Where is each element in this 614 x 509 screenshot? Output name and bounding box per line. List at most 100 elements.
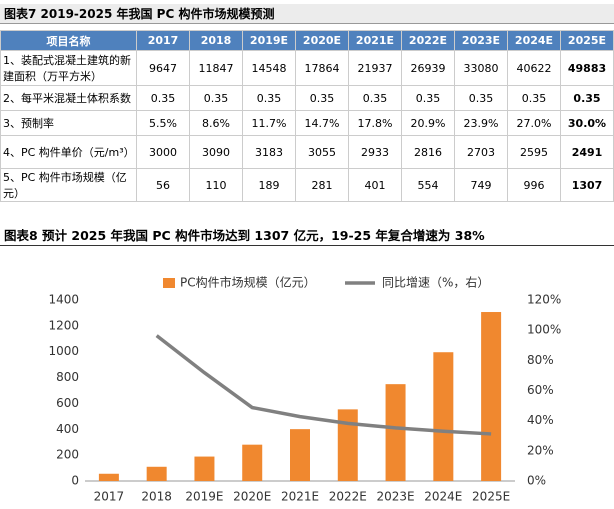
table-cell: 0.35 (136, 85, 190, 111)
table-cell: 2017 (136, 30, 190, 51)
x-tick-label: 2018 (141, 490, 172, 504)
table-row: 5、PC 构件市场规模（亿元） 56 110 189 281 401 554 749 996 13… (0, 168, 614, 202)
bar (146, 466, 167, 481)
table-cell: 1、装配式混凝土建筑的新建面积（万平方米） (0, 50, 137, 86)
y2-tick-label: 20% (527, 443, 554, 457)
table-cell: 2816 (401, 135, 455, 169)
x-tick-label: 2024E (424, 490, 462, 504)
y-tick-label: 200 (56, 448, 79, 462)
bar (194, 456, 215, 481)
table-cell: 996 (507, 168, 561, 202)
x-tick-label: 2025E (472, 490, 510, 504)
table-cell: 2703 (454, 135, 508, 169)
bar (385, 384, 406, 481)
table-cell: 401 (348, 168, 402, 202)
x-tick-label: 2020E (233, 490, 271, 504)
y2-tick-label: 120% (527, 293, 561, 307)
bar (433, 352, 454, 481)
y-tick-label: 1000 (48, 344, 79, 358)
table-cell: 281 (295, 168, 349, 202)
table-cell: 2018 (189, 30, 243, 51)
table-row: 2、每平米混凝土体积系数 0.35 0.35 0.35 0.35 0.35 0.35 0.35… (0, 85, 614, 111)
table-cell: 2025E (560, 30, 614, 51)
legend-swatch (163, 278, 175, 288)
bar (481, 312, 502, 481)
chart-title: 图表8 预计 2025 年我国 PC 构件市场达到 1307 亿元，19-25 … (0, 226, 614, 246)
bar (290, 429, 310, 481)
y-tick-label: 600 (56, 396, 79, 410)
line (155, 334, 492, 436)
table-cell: 14548 (242, 50, 296, 86)
y2-tick-label: 100% (527, 323, 561, 337)
legend-label: 同比增速（%，右） (382, 275, 489, 290)
table-cell: 749 (454, 168, 508, 202)
table-cell: 11847 (189, 50, 243, 86)
table-cell: 4、PC 构件单价（元/m³） (0, 135, 137, 169)
table-cell: 27.0% (507, 110, 561, 136)
y2-tick-label: 0% (527, 474, 546, 488)
x-tick-label: 2021E (281, 490, 319, 504)
table-cell: 0.35 (401, 85, 455, 111)
x-tick-label: 2019E (185, 490, 223, 504)
table-cell: 0.35 (295, 85, 349, 111)
table-cell: 2933 (348, 135, 402, 169)
data-table: 项目名称 2017 2018 2019E 2020E 2021E 2022E 2023E 202… (0, 30, 614, 202)
table-cell: 3、预制率 (0, 110, 137, 136)
table-cell: 0.35 (242, 85, 296, 111)
bar (337, 409, 358, 481)
x-tick-label: 2023E (376, 490, 414, 504)
table-cell: 40622 (507, 50, 561, 86)
table-cell: 17.8% (348, 110, 402, 136)
table-cell: 33080 (454, 50, 508, 86)
table-cell: 2491 (560, 135, 614, 169)
table-cell: 2020E (295, 30, 349, 51)
table-cell: 2595 (507, 135, 561, 169)
table-cell: 23.9% (454, 110, 508, 136)
y-tick-label: 800 (56, 370, 79, 384)
table-cell: 0.35 (348, 85, 402, 111)
table-cell: 110 (189, 168, 243, 202)
table-cell: 3000 (136, 135, 190, 169)
table-cell: 8.6% (189, 110, 243, 136)
table-cell: 项目名称 (0, 30, 137, 51)
table-cell: 11.7% (242, 110, 296, 136)
bar (98, 473, 119, 481)
table-cell: 0.35 (454, 85, 508, 111)
table-row: 3、预制率 5.5% 8.6% 11.7% 14.7% 17.8% 20.9% 23.9% 27… (0, 110, 614, 136)
table-row: 4、PC 构件单价（元/m³） 3000 3090 3183 3055 2933 2816 2… (0, 135, 614, 169)
table-title: 图表7 2019-2025 年我国 PC 构件市场规模预测 (0, 4, 614, 24)
table-cell: 3183 (242, 135, 296, 169)
y2-tick-label: 60% (527, 383, 554, 397)
y-tick-label: 1200 (48, 318, 79, 332)
table-cell: 2024E (507, 30, 561, 51)
table-cell: 2023E (454, 30, 508, 51)
table-cell: 2、每平米混凝土体积系数 (0, 85, 137, 111)
table-cell: 0.35 (560, 85, 614, 111)
table-cell: 49883 (560, 50, 614, 86)
chart: 0 200 400 600 800 1000 1200 1400 0% 20% 40% 60% 80% 1… (48, 275, 561, 504)
table-cell: 56 (136, 168, 190, 202)
x-tick-label: 2022E (329, 490, 367, 504)
table-cell: 3090 (189, 135, 243, 169)
table-cell: 30.0% (560, 110, 614, 136)
table-cell: 5.5% (136, 110, 190, 136)
table-cell: 14.7% (295, 110, 349, 136)
table-cell: 2021E (348, 30, 402, 51)
table-cell: 3055 (295, 135, 349, 169)
y-tick-label: 400 (56, 422, 79, 436)
y-tick-label: 0 (71, 474, 79, 488)
legend-label: PC构件市场规模（亿元） (180, 275, 316, 290)
bar (242, 444, 263, 481)
table-cell: 9647 (136, 50, 190, 86)
y-tick-label: 1400 (48, 293, 79, 307)
y2-tick-label: 40% (527, 413, 554, 427)
table-cell: 0.35 (507, 85, 561, 111)
table-cell: 5、PC 构件市场规模（亿元） (0, 168, 137, 202)
table-cell: 189 (242, 168, 296, 202)
table-cell: 0.35 (189, 85, 243, 111)
table-cell: 20.9% (401, 110, 455, 136)
table-cell: 17864 (295, 50, 349, 86)
table-row: 1、装配式混凝土建筑的新建面积（万平方米） 9647 11847 14548 17864… (0, 50, 614, 86)
table-cell: 26939 (401, 50, 455, 86)
